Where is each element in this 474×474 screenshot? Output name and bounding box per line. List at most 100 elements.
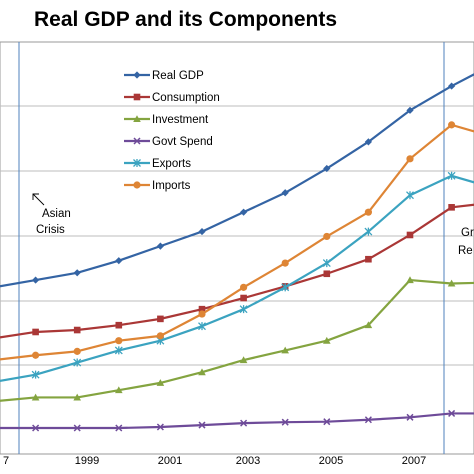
data-point xyxy=(31,370,40,379)
data-point xyxy=(406,155,414,163)
legend: Real GDP Consumption Investment Govt Spend E… xyxy=(124,70,220,192)
data-point xyxy=(73,424,81,432)
data-point xyxy=(281,189,289,197)
legend-label: Exports xyxy=(152,158,191,170)
data-point xyxy=(198,421,206,429)
legend-marker xyxy=(133,181,141,189)
data-point xyxy=(323,270,331,278)
legend-item: Govt Spend xyxy=(124,136,213,148)
data-point xyxy=(448,121,456,129)
data-point xyxy=(406,276,414,284)
data-point xyxy=(198,310,206,318)
plot-area xyxy=(0,41,474,455)
data-point xyxy=(364,227,373,236)
series-exports xyxy=(0,171,474,382)
data-point xyxy=(115,257,123,265)
legend-item: Real GDP xyxy=(124,70,204,82)
x-tick-label: 2003 xyxy=(236,455,260,467)
series-real-gdp xyxy=(0,73,474,288)
annotation-asian-crisis: Asian Crisis xyxy=(36,208,71,236)
data-point xyxy=(323,336,331,344)
x-axis: 7 1999 2001 2003 2005 2007 xyxy=(3,455,426,467)
data-point xyxy=(31,351,40,359)
data-point xyxy=(198,322,206,331)
data-point xyxy=(73,358,82,367)
annotation-arrow xyxy=(32,193,45,206)
data-point xyxy=(406,106,414,114)
data-point xyxy=(364,321,373,329)
legend-item: Consumption xyxy=(124,92,220,104)
data-point xyxy=(156,242,164,250)
data-point xyxy=(32,276,40,284)
data-point xyxy=(115,424,123,432)
data-point xyxy=(323,232,331,241)
legend-label: Consumption xyxy=(152,92,220,104)
data-point xyxy=(115,386,123,394)
legend-marker xyxy=(133,137,141,145)
data-point xyxy=(31,393,40,401)
series-lines xyxy=(0,73,474,432)
annotation-global-recession: Gr Re xyxy=(458,227,474,257)
data-point xyxy=(364,138,372,146)
legend-label: Govt Spend xyxy=(152,136,213,148)
data-point xyxy=(406,231,414,239)
x-tick-label: 2007 xyxy=(402,455,426,467)
series-imports xyxy=(0,121,474,361)
legend-item: Exports xyxy=(124,158,191,170)
data-point xyxy=(240,294,247,302)
legend-label: Imports xyxy=(152,180,191,192)
annotations: Asian Crisis Gr Re xyxy=(32,193,474,257)
data-point xyxy=(73,393,81,401)
data-point xyxy=(281,418,289,426)
data-point xyxy=(156,379,165,386)
data-point xyxy=(115,337,123,345)
data-point xyxy=(198,368,206,376)
data-point xyxy=(198,227,206,236)
data-point xyxy=(323,164,331,173)
legend-item: Investment xyxy=(124,114,209,126)
data-point xyxy=(281,259,289,267)
x-tick-label: 1999 xyxy=(75,455,99,467)
legend-marker xyxy=(133,93,141,101)
legend-label: Real GDP xyxy=(152,70,204,82)
data-point xyxy=(157,315,164,323)
data-point xyxy=(281,346,289,354)
annotation-arrowhead xyxy=(32,193,39,200)
legend-label: Investment xyxy=(152,114,209,126)
data-point xyxy=(240,419,248,427)
data-point xyxy=(447,171,456,180)
data-point xyxy=(114,346,123,355)
data-point xyxy=(73,347,81,355)
data-point xyxy=(447,279,456,287)
data-point xyxy=(240,208,248,216)
series-govt-spend xyxy=(0,409,474,432)
data-point xyxy=(323,418,331,426)
data-point xyxy=(115,321,123,329)
legend-marker xyxy=(133,159,141,167)
data-point xyxy=(448,204,455,211)
data-point xyxy=(73,326,81,334)
data-point xyxy=(239,305,248,314)
data-point xyxy=(32,328,39,336)
data-point xyxy=(364,416,372,424)
legend-marker xyxy=(133,115,141,122)
legend-item: Imports xyxy=(124,180,191,192)
data-point xyxy=(406,191,414,200)
data-point xyxy=(448,82,456,90)
data-point xyxy=(322,259,331,268)
event-markers xyxy=(18,42,445,454)
data-point xyxy=(365,255,372,263)
data-point xyxy=(156,332,164,340)
data-point xyxy=(240,283,248,291)
data-point xyxy=(281,283,290,292)
x-tick-label: 2001 xyxy=(158,455,182,467)
series-investment xyxy=(0,276,474,402)
gridlines xyxy=(0,105,474,366)
data-point xyxy=(406,413,414,421)
data-point xyxy=(73,269,81,277)
data-point xyxy=(239,356,248,364)
x-tick-label: 7 xyxy=(3,455,9,467)
data-point xyxy=(156,423,164,431)
chart-title: Real GDP and its Components xyxy=(34,8,337,31)
